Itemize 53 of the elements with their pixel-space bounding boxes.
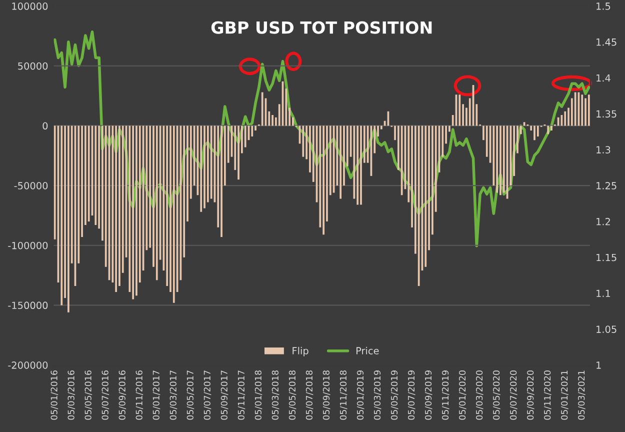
x-tick-label: 05/05/2017 <box>186 370 194 420</box>
x-tick-label: 05/05/2019 <box>390 370 398 420</box>
y-tick-label: 0 <box>42 122 48 130</box>
y2-tick-label: 1.05 <box>596 326 616 333</box>
y-tick-label: 100000 <box>12 2 48 10</box>
x-tick-label: 05/03/2019 <box>374 370 382 420</box>
y2-tick-label: 1 <box>596 362 601 369</box>
x-tick-label: 05/11/2016 <box>136 370 144 420</box>
y2-tick-label: 1.25 <box>596 182 616 190</box>
x-tick-label: 05/01/2018 <box>254 370 262 420</box>
y2-tick-label: 1.45 <box>596 38 616 46</box>
x-tick-label: 05/07/2020 <box>510 370 518 420</box>
x-tick-label: 05/09/2020 <box>527 370 534 420</box>
x-tick-label: 05/05/2016 <box>84 370 92 420</box>
x-tick-label: 05/07/2019 <box>408 370 416 420</box>
legend-label: Flip <box>292 346 308 356</box>
y-tick-label: -150000 <box>8 302 48 310</box>
y2-tick-label: 1.4 <box>596 74 610 82</box>
x-tick-label: 05/01/2020 <box>458 370 466 420</box>
y2-tick-label: 1.1 <box>596 290 610 297</box>
x-tick-label: 05/03/2017 <box>170 370 178 420</box>
x-tick-label: 05/03/2016 <box>68 370 76 420</box>
x-tick-label: 05/09/2019 <box>424 370 432 420</box>
x-tick-label: 05/01/2017 <box>152 370 160 420</box>
x-tick-label: 05/09/2016 <box>118 370 126 420</box>
x-tick-label: 05/03/2021 <box>578 370 586 420</box>
x-tick-label: 05/07/2016 <box>102 370 110 420</box>
x-tick-label: 05/01/2016 <box>50 370 58 420</box>
x-tick-label: 05/05/2020 <box>492 370 500 420</box>
x-tick-label: 05/05/2018 <box>288 370 296 420</box>
x-tick-label: 05/11/2020 <box>544 370 552 420</box>
x-tick-label: 05/07/2018 <box>306 370 314 420</box>
x-tick-label: 05/11/2017 <box>238 370 246 420</box>
x-tick-label: 05/09/2017 <box>220 370 228 420</box>
y-tick-label: 50000 <box>18 62 48 70</box>
y-tick-label: -100000 <box>8 242 48 250</box>
x-tick-label: 05/01/2019 <box>356 370 364 420</box>
y2-tick-label: 1.2 <box>596 218 610 226</box>
y-tick-label: -50000 <box>14 182 48 190</box>
text: GBP USD TOT POSITION <box>211 21 432 34</box>
y2-tick-label: 1.15 <box>596 254 616 262</box>
y-tick-label: -200000 <box>8 362 48 369</box>
y2-tick-label: 1.35 <box>596 110 616 118</box>
x-tick-label: 05/03/2020 <box>476 370 484 420</box>
x-tick-label: 05/09/2018 <box>322 370 330 420</box>
y2-tick-label: 1.3 <box>596 146 610 154</box>
legend-label: Price <box>356 346 379 354</box>
x-tick-label: 05/01/2021 <box>561 370 568 420</box>
y2-tick-label: 1.5 <box>596 2 610 10</box>
x-tick-label: 05/11/2018 <box>340 370 348 420</box>
x-tick-label: 05/03/2018 <box>272 370 280 420</box>
x-tick-label: 05/11/2019 <box>442 370 450 420</box>
x-tick-label: 05/07/2017 <box>204 370 212 420</box>
